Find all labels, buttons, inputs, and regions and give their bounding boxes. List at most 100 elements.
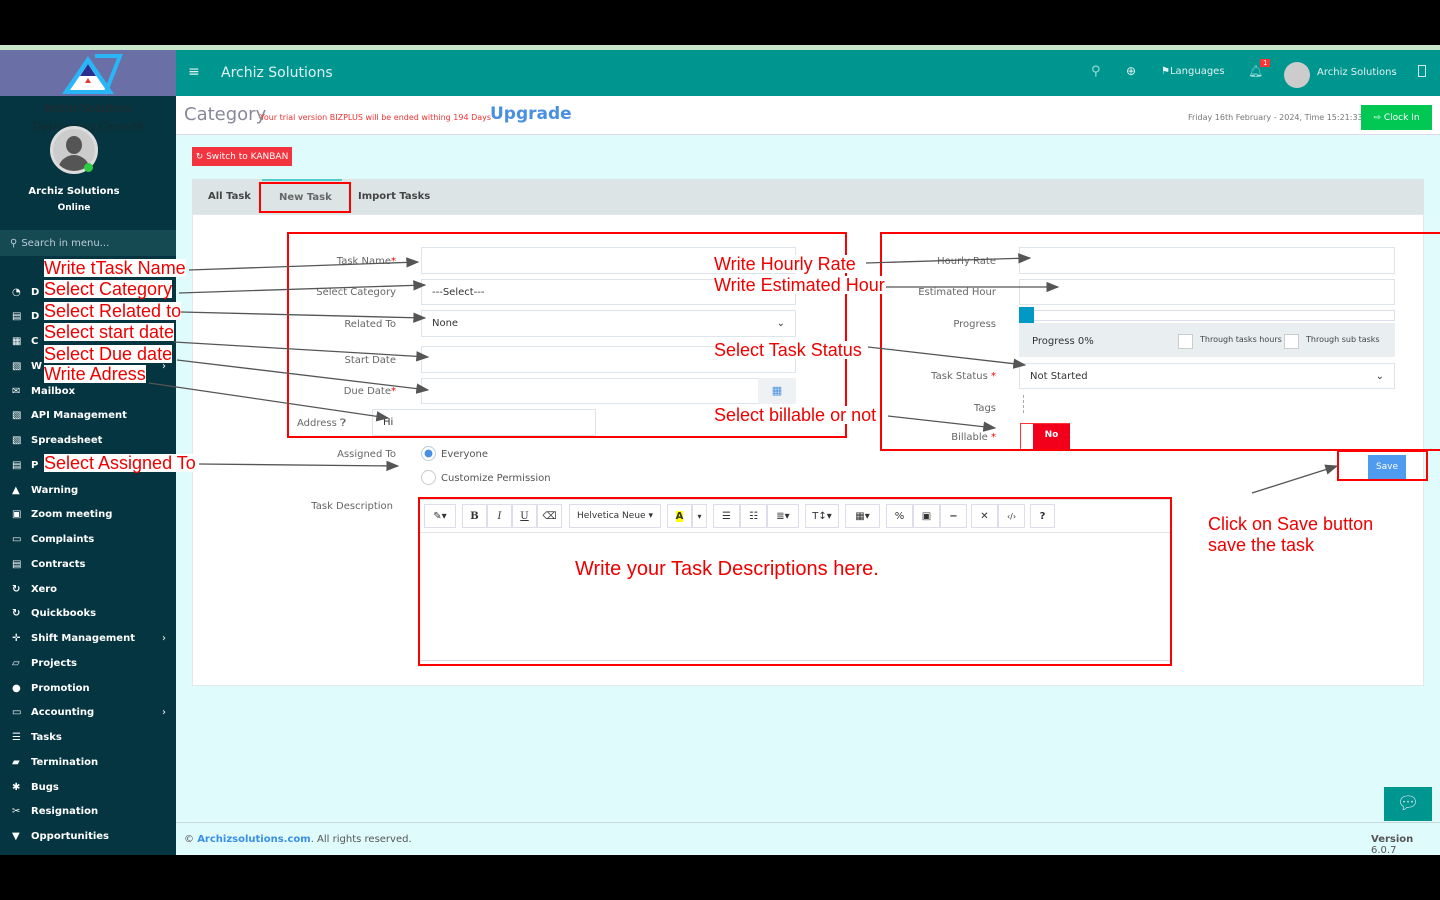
dashboard-icon: ◔ [12,286,21,298]
text-size-icon[interactable]: T↕▾ [805,504,839,528]
sidebar-item-accounting[interactable]: ▭ Accounting › [0,703,176,723]
languages-button[interactable]: ⚑Languages [1161,66,1225,77]
everyone-label: Everyone [441,449,489,460]
task-status-select[interactable]: Not Started ⌄ [1019,363,1395,389]
sidebar-item-resignation[interactable]: ✂ Resignation [0,802,176,822]
sidebar-item-promotion[interactable]: ● Promotion [0,678,176,698]
upgrade-link[interactable]: Upgrade [490,104,572,124]
radio-everyone[interactable] [421,446,436,461]
bullet-list-icon[interactable]: ☰ [713,504,740,528]
fullscreen-icon[interactable]: ✕ [971,504,998,528]
switch-kanban-button[interactable]: ↻ Switch to KANBAN [192,147,292,166]
tab-new-task[interactable]: New Task [262,179,342,214]
refresh-icon: ↻ [12,583,21,595]
estimated-hour-input[interactable] [1019,279,1395,305]
sidebar-item-bugs[interactable]: ✱ Bugs [0,777,176,797]
brand-title: Archiz Solutions [221,65,333,81]
code-view-icon[interactable]: ‹/› [998,504,1025,528]
sidebar-item-api-management[interactable]: ▧ API Management [0,406,176,426]
eraser-icon[interactable]: ⌫ [537,504,562,528]
sidebar-item-complaints[interactable]: ▭ Complaints [0,530,176,550]
font-family-select[interactable]: Helvetica Neue ▾ [569,504,661,528]
sidebar-item-opportunities[interactable]: ▼ Opportunities [0,827,176,847]
hourly-rate-input[interactable] [1019,247,1395,274]
chevron-right-icon: › [162,360,166,372]
bug-icon: ✱ [12,781,21,793]
progress-box: Progress 0% Through tasks hours Through … [1019,323,1395,357]
money-icon: ▭ [12,707,22,719]
description-editor[interactable]: ✎▾ B I U ⌫ Helvetica Neue ▾ A ▾ ☰ ☷ ≣▾ T… [419,499,1171,661]
annotation-start: Select start date [44,322,175,342]
sidebar-item-tasks[interactable]: ☰ Tasks [0,728,176,748]
annotation-save-1: Click on Save button [1208,514,1374,534]
through-hours-checkbox[interactable] [1178,334,1193,349]
eraser-icon: ▰ [12,756,20,768]
color-dropdown-icon[interactable]: ▾ [692,504,707,528]
add-circle-icon[interactable]: ⊕ [1126,64,1137,78]
footer-link[interactable]: Archizsolutions.com [197,834,311,845]
sidebar-item-label: Mailbox [31,385,76,397]
due-date-input[interactable] [421,378,796,404]
align-icon[interactable]: ≣▾ [767,504,799,528]
sidebar-item-d[interactable]: ◔ D [0,282,176,302]
address-label: Address ❓︎ [297,418,347,429]
tags-input[interactable] [1023,395,1024,413]
header-avatar[interactable] [1284,62,1310,88]
annotation-due: Select Due date [44,344,173,364]
menu-toggle-icon[interactable]: ≡ [188,64,200,80]
progress-text: Progress 0% [1032,336,1094,347]
chat-icon[interactable]: 💬︎ [1384,787,1432,821]
search-icon[interactable]: ⚲ [1091,64,1101,79]
sidebar-item-mailbox[interactable]: ✉ Mailbox [0,381,176,401]
underline-icon[interactable]: U [512,504,537,528]
text-color-icon[interactable]: A [667,504,692,528]
italic-icon[interactable]: I [487,504,512,528]
radio-customize[interactable] [421,470,436,485]
sidebar-item-c[interactable]: ▦ C [0,332,176,352]
tab-import-tasks[interactable]: Import Tasks [358,191,431,202]
fullscreen-icon[interactable] [1418,65,1426,77]
header-user[interactable]: Archiz Solutions [1317,67,1397,78]
sidebar: Archiz Solutions Delivering Growth Archi… [0,50,176,855]
sidebar-item-shift-management[interactable]: ✛ Shift Management › [0,629,176,649]
refresh-icon: ↻ [12,608,21,620]
menu-search[interactable]: ⚲ Search in menu... [0,230,176,256]
through-sub-checkbox[interactable] [1284,334,1299,349]
save-button[interactable]: Save [1368,455,1406,479]
horizontal-rule-icon[interactable]: − [940,504,967,528]
numbered-list-icon[interactable]: ☷ [740,504,767,528]
task-name-label: Task Name* [336,256,396,267]
clock-in-button[interactable]: ⇨ Clock In [1361,105,1432,130]
link-icon[interactable]: % [886,504,913,528]
related-to-select[interactable]: None ⌄ [421,310,796,337]
sidebar-item-contracts[interactable]: ▤ Contracts [0,554,176,574]
sidebar-item-warning[interactable]: ▲ Warning [0,480,176,500]
sidebar-item-p[interactable]: ▤ P [0,455,176,475]
sidebar-item-zoom-meeting[interactable]: ▣ Zoom meeting [0,505,176,525]
style-icon[interactable]: ✎▾ [424,504,456,528]
sidebar-item-termination[interactable]: ▰ Termination [0,752,176,772]
annotation-assigned: Select Assigned To [44,453,196,473]
table-icon[interactable]: ▦▾ [845,504,880,528]
tab-all-task[interactable]: All Task [208,191,251,202]
bold-icon[interactable]: B [462,504,487,528]
sidebar-item-spreadsheet[interactable]: ▧ Spreadsheet [0,431,176,451]
footer-copyright: © Archizsolutions.com. All rights reserv… [184,834,412,845]
sidebar-item-w[interactable]: ▧ W › [0,356,176,376]
envelope-icon: ✉ [12,385,21,397]
calendar-icon[interactable]: ▦ [758,378,796,404]
chevron-down-icon: ⌄ [776,318,785,329]
help-icon[interactable]: ? [1030,504,1055,528]
sidebar-item-projects[interactable]: ▱ Projects [0,653,176,673]
tasks-icon: ☰ [12,732,21,743]
progress-handle[interactable] [1019,307,1034,326]
bell-icon[interactable]: 🔔︎ [1248,64,1264,78]
sidebar-item-d[interactable]: ▤ D [0,307,176,327]
sidebar-item-xero[interactable]: ↻ Xero [0,579,176,599]
image-icon[interactable]: ▣ [913,504,940,528]
address-input[interactable]: Hi [372,409,596,436]
clock-in-label: Clock In [1383,112,1420,123]
sidebar-item-quickbooks[interactable]: ↻ Quickbooks [0,604,176,624]
footer-version: Version 6.0.7 [1371,834,1414,856]
top-strip [0,45,1440,50]
